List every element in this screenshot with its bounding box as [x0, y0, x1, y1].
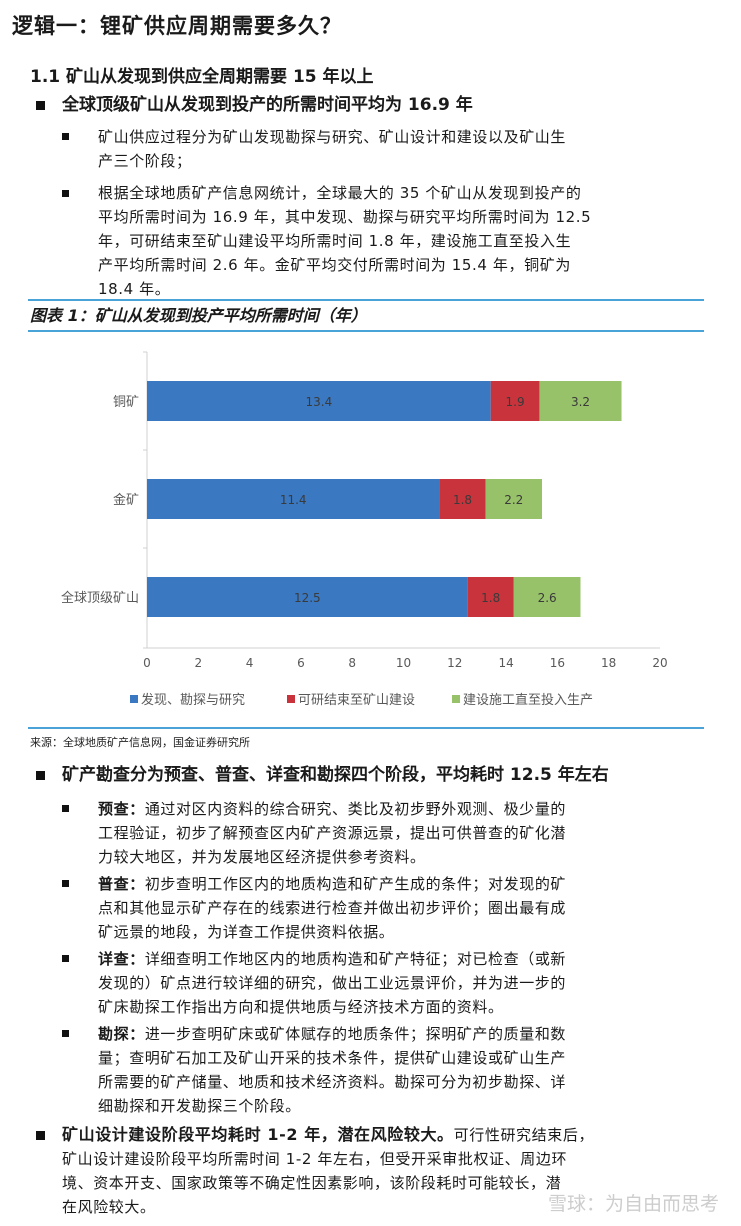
bar-segment	[147, 381, 491, 421]
page-heading: 逻辑一：锂矿供应周期需要多久？	[12, 14, 342, 38]
bullet-square	[36, 101, 45, 110]
legend-swatch	[452, 695, 460, 703]
bullet1-item1: 矿山供应过程分为矿山发现勘探与研究、矿山设计和建设以及矿山生 产三个阶段；	[98, 125, 688, 173]
sub-bullet-square	[62, 955, 69, 962]
text-line: 在风险较大。	[62, 1198, 156, 1216]
text-line: 矿山设计建设阶段平均所需时间 1-2 年左右，但受开采审批权证、周边环	[62, 1150, 568, 1168]
data-label: 1.9	[506, 395, 525, 409]
data-label: 12.5	[294, 591, 321, 605]
sub-bullet-square	[62, 133, 69, 140]
bar-segment	[147, 479, 440, 519]
data-label: 11.4	[280, 493, 307, 507]
x-tick-label: 16	[550, 656, 565, 670]
bullet2-item-prospect: 预查：通过对区内资料的综合研究、类比及初步野外观测、极少量的 工程验证，初步了解…	[98, 797, 692, 869]
category-label: 全球顶级矿山	[61, 590, 139, 606]
x-tick-label: 6	[297, 656, 305, 670]
bar-segment	[485, 479, 543, 519]
bullet3-paragraph: 矿山设计建设阶段平均耗时 1-2 年，潜在风险较大。可行性研究结束后， 矿山设计…	[62, 1123, 702, 1219]
bar-segment	[513, 577, 581, 617]
watermark: 雪球：为自由而思考	[547, 1193, 719, 1215]
sub-bullet-square	[62, 190, 69, 197]
text-line: 境、资本开支、国家政策等不确定性因素影响，该阶段耗时可能较长，潜	[62, 1174, 562, 1192]
text-line: 点和其他显示矿产存在的线索进行检查并做出初步评价；圈出最有成	[98, 899, 567, 917]
term-label: 预查：	[98, 800, 145, 818]
figure-top-rule	[28, 299, 704, 301]
section-title: 1.1 矿山从发现到供应全周期需要 15 年以上	[30, 67, 374, 87]
figure-bottom-rule	[28, 727, 704, 729]
text-line: 力较大地区，并为发展地区经济提供参考资料。	[98, 848, 426, 866]
text-line: 年，可研结束至矿山建设平均所需时间 1.8 年，建设施工直至投入生	[98, 232, 572, 250]
figure-title: 图表 1：矿山从发现到投产平均所需时间（年）	[30, 306, 367, 325]
text-line: 量；查明矿石加工及矿山开采的技术条件，提供矿山建设或矿山生产	[98, 1049, 567, 1067]
legend-swatch	[130, 695, 138, 703]
figure-source: 来源：全球地质矿产信息网，国金证券研究所	[30, 736, 250, 749]
x-tick-label: 12	[447, 656, 462, 670]
text-line: 可行性研究结束后，	[453, 1126, 595, 1144]
x-tick-label: 10	[396, 656, 411, 670]
bullet1-title: 全球顶级矿山从发现到投产的所需时间平均为 16.9 年	[62, 95, 473, 115]
text-line: 进一步查明矿床或矿体赋存的地质条件；探明矿产的质量和数	[144, 1025, 567, 1043]
text-line: 矿山供应过程分为矿山发现勘探与研究、矿山设计和建设以及矿山生	[98, 128, 567, 146]
bar-segment	[147, 577, 468, 617]
category-label: 铜矿	[113, 395, 139, 410]
text-line: 根据全球地质矿产信息网统计，全球最大的 35 个矿山从发现到投产的	[98, 184, 582, 202]
bar-segment	[490, 381, 540, 421]
text-line: 初步查明工作区内的地质构造和矿产生成的条件；对发现的矿	[144, 875, 567, 893]
bullet2-item-survey: 普查：初步查明工作区内的地质构造和矿产生成的条件；对发现的矿 点和其他显示矿产存…	[98, 872, 692, 944]
bullet1-item2: 根据全球地质矿产信息网统计，全球最大的 35 个矿山从发现到投产的 平均所需时间…	[98, 181, 688, 301]
text-line: 矿远景的地段，为详查工作提供资料依据。	[98, 923, 395, 941]
text-line: 平均所需时间为 16.9 年，其中发现、勘探与研究平均所需时间为 12.5	[98, 208, 592, 226]
legend-swatch	[287, 695, 295, 703]
bullet2-item-detailed: 详查：详细查明工作地区内的地质构造和矿产特征；对已检查（或新 发现的）矿点进行较…	[98, 947, 692, 1019]
data-label: 1.8	[481, 591, 500, 605]
legend-label: 发现、勘探与研究	[141, 692, 245, 708]
text-line: 发现的）矿点进行较详细的研究，做出工业远景评价，并为进一步的	[98, 974, 567, 992]
x-tick-label: 0	[143, 656, 151, 670]
x-tick-label: 18	[601, 656, 616, 670]
term-label: 普查：	[98, 875, 145, 893]
bar-segment	[467, 577, 514, 617]
text-line: 18.4 年。	[98, 280, 171, 298]
sub-bullet-square	[62, 880, 69, 887]
text-line: 产三个阶段；	[98, 152, 192, 170]
legend-label: 建设施工直至投入生产	[463, 692, 593, 708]
x-tick-label: 14	[498, 656, 513, 670]
text-line: 通过对区内资料的综合研究、类比及初步野外观测、极少量的	[144, 800, 567, 818]
category-label: 金矿	[113, 492, 139, 508]
text-line: 详细查明工作地区内的地质构造和矿产特征；对已检查（或新	[144, 950, 567, 968]
text-line: 所需要的矿产储量、地质和技术经济资料。勘探可分为初步勘探、详	[98, 1073, 567, 1091]
data-label: 3.2	[571, 395, 590, 409]
sub-bullet-square	[62, 1030, 69, 1037]
bar-segment	[539, 381, 622, 421]
bullet3-title: 矿山设计建设阶段平均耗时 1-2 年，潜在风险较大。	[62, 1125, 454, 1144]
text-line: 细勘探和开发勘探三个阶段。	[98, 1097, 301, 1115]
data-label: 13.4	[305, 395, 332, 409]
sub-bullet-square	[62, 805, 69, 812]
figure-title-rule	[28, 330, 704, 332]
x-tick-label: 2	[194, 656, 202, 670]
x-tick-label: 8	[348, 656, 356, 670]
term-label: 详查：	[98, 950, 145, 968]
legend-label: 可研结束至矿山建设	[298, 693, 415, 708]
bullet2-item-exploration: 勘探：进一步查明矿床或矿体赋存的地质条件；探明矿产的质量和数 量；查明矿石加工及…	[98, 1022, 692, 1118]
text-line: 矿床勘探工作指出方向和提供地质与经济技术方面的资料。	[98, 998, 504, 1016]
data-label: 2.2	[504, 493, 523, 507]
bullet-square	[36, 1131, 45, 1140]
x-tick-label: 20	[652, 656, 667, 670]
bullet-square	[36, 771, 45, 780]
term-label: 勘探：	[98, 1025, 145, 1043]
data-label: 2.6	[538, 591, 557, 605]
data-label: 1.8	[453, 493, 472, 507]
text-line: 工程验证，初步了解预查区内矿产资源远景，提出可供普查的矿化潜	[98, 824, 567, 842]
bullet2-title: 矿产勘查分为预查、普查、详查和勘探四个阶段，平均耗时 12.5 年左右	[62, 765, 609, 785]
text-line: 产平均所需时间 2.6 年。金矿平均交付所需时间为 15.4 年，铜矿为	[98, 256, 571, 274]
bar-segment	[439, 479, 486, 519]
x-tick-label: 4	[246, 656, 254, 670]
